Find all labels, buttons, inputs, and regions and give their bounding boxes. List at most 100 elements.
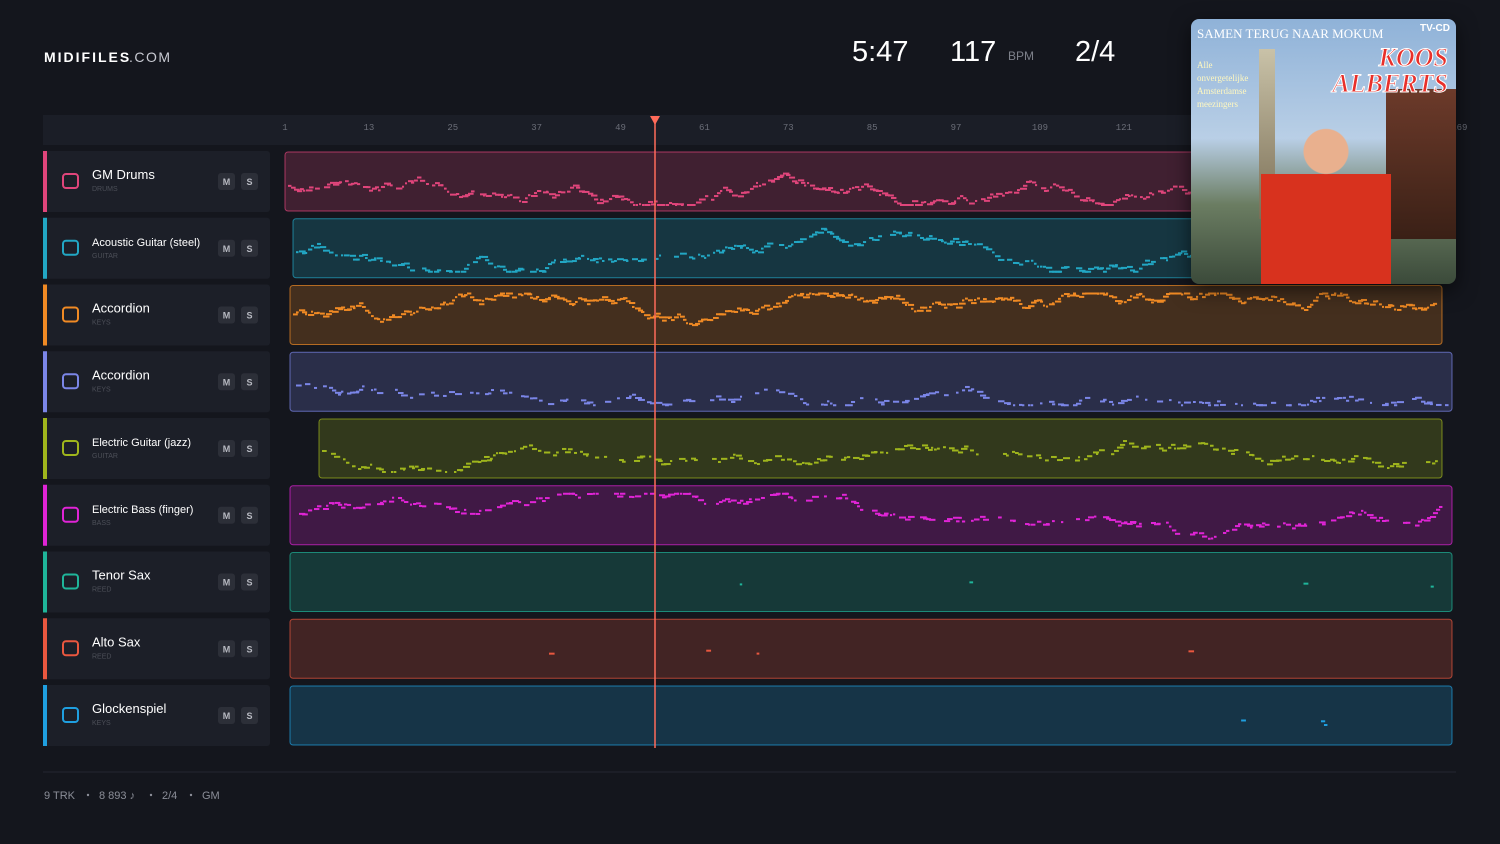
note <box>508 450 513 453</box>
note <box>929 235 933 238</box>
track-mute-button[interactable] <box>218 173 235 190</box>
note <box>602 259 605 262</box>
note <box>1316 296 1319 299</box>
note <box>1181 293 1184 296</box>
track-mute-button[interactable] <box>218 506 235 524</box>
notes <box>322 440 1438 473</box>
note <box>1144 445 1151 448</box>
note <box>581 399 587 402</box>
track-solo-button[interactable] <box>241 640 258 658</box>
note <box>1112 296 1118 299</box>
note <box>1366 457 1372 460</box>
note <box>539 298 546 301</box>
note <box>992 300 995 303</box>
note <box>1409 304 1416 307</box>
note <box>599 298 605 301</box>
note <box>935 391 940 394</box>
track-category: REED <box>92 653 111 660</box>
note <box>305 313 308 316</box>
track-solo-button[interactable] <box>241 239 258 257</box>
note <box>758 308 761 311</box>
note <box>1118 302 1122 305</box>
note <box>1427 306 1430 309</box>
track-mute-button[interactable] <box>218 440 235 457</box>
ruler-label: 1 <box>282 123 287 133</box>
track-mute-button[interactable] <box>218 707 235 724</box>
note <box>701 318 706 321</box>
note <box>531 194 538 197</box>
track-solo-button[interactable] <box>241 373 258 391</box>
track-mute-button[interactable] <box>218 306 235 324</box>
track-mute-button[interactable] <box>218 239 235 257</box>
note <box>446 506 452 509</box>
note <box>1035 184 1038 187</box>
track-solo-button[interactable] <box>241 440 258 457</box>
note <box>635 495 642 498</box>
note <box>410 269 416 272</box>
note <box>644 492 648 495</box>
note <box>840 188 844 191</box>
note <box>648 200 654 203</box>
track-name: Alto Sax <box>92 634 141 649</box>
track-mute-button[interactable] <box>218 373 235 391</box>
note <box>455 393 462 396</box>
note <box>1179 185 1185 188</box>
note <box>436 469 442 472</box>
track-solo-button[interactable] <box>241 173 258 190</box>
note <box>343 458 346 461</box>
note <box>921 201 925 204</box>
note <box>804 184 807 187</box>
note <box>329 386 334 389</box>
track-solo-button[interactable] <box>241 306 258 324</box>
note <box>357 183 361 186</box>
note <box>1211 292 1217 295</box>
note <box>824 292 830 295</box>
note <box>374 388 377 391</box>
note <box>1303 582 1309 585</box>
note <box>494 266 497 269</box>
note <box>660 204 666 206</box>
track-mute-button[interactable] <box>218 640 235 658</box>
note <box>1421 400 1426 403</box>
note <box>1092 200 1095 203</box>
note <box>638 398 645 401</box>
note <box>1076 267 1083 270</box>
note <box>482 299 485 302</box>
note <box>478 461 482 464</box>
note <box>674 255 679 258</box>
note <box>899 232 902 235</box>
note <box>860 297 864 300</box>
note <box>936 199 941 202</box>
note <box>981 198 986 201</box>
ruler-label: 61 <box>699 123 710 133</box>
note <box>1343 396 1346 399</box>
note <box>558 190 562 193</box>
note <box>545 298 551 301</box>
note <box>594 198 599 201</box>
track-solo-button[interactable] <box>241 573 258 591</box>
note <box>665 404 669 407</box>
note <box>1201 442 1206 445</box>
note <box>612 194 619 197</box>
note <box>794 499 797 502</box>
note <box>323 249 330 252</box>
note <box>723 186 729 189</box>
track-solo-button[interactable] <box>241 707 258 724</box>
note <box>1252 454 1255 457</box>
note <box>398 496 403 499</box>
note <box>1249 453 1254 456</box>
note <box>593 299 598 302</box>
note <box>306 189 313 192</box>
note <box>584 299 591 302</box>
note <box>1143 197 1147 200</box>
note <box>372 187 377 190</box>
note <box>841 458 846 461</box>
track-solo-button[interactable] <box>241 506 258 524</box>
note <box>615 195 621 198</box>
note <box>1097 292 1100 295</box>
note <box>605 298 611 301</box>
track-mute-button[interactable] <box>218 573 235 591</box>
note <box>746 247 750 250</box>
note <box>785 299 789 302</box>
note <box>1166 521 1169 524</box>
